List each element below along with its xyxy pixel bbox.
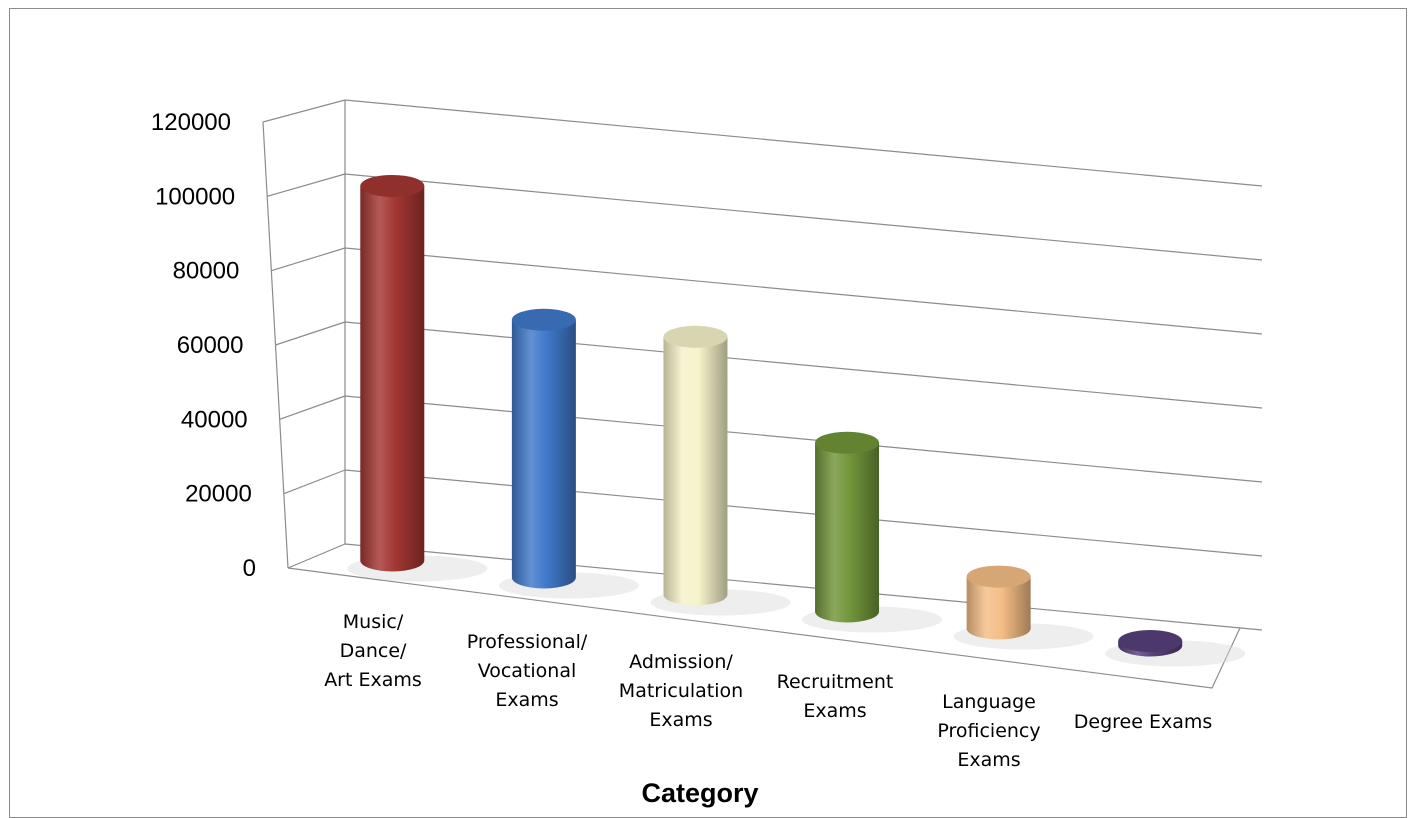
x-tick-label: Professional/Vocational Exams	[467, 631, 588, 711]
bars	[360, 174, 1183, 657]
back-gridline	[344, 321, 1263, 409]
bar	[815, 431, 880, 623]
x-tick-label: Degree Exams	[1074, 711, 1213, 733]
back-gridline	[344, 469, 1263, 557]
bar-body	[966, 576, 1031, 640]
bar-top	[663, 325, 728, 348]
back-gridline	[344, 99, 1263, 187]
x-tick-label: Recruitment Exams	[777, 671, 894, 722]
side-gridline	[275, 321, 346, 346]
bar	[663, 325, 728, 606]
bar-top	[1118, 630, 1183, 653]
side-gridline	[267, 173, 346, 197]
bar	[1118, 630, 1183, 657]
back-gridline	[344, 247, 1263, 335]
back-gridline	[344, 395, 1263, 483]
bar-body	[815, 442, 880, 623]
floor-edge	[287, 567, 1241, 689]
x-axis-title: Category	[641, 778, 758, 808]
bar	[511, 308, 576, 589]
y-tick-label: 0	[243, 555, 256, 582]
y-tick-label: 120000	[151, 109, 231, 136]
y-tick-label: 60000	[177, 332, 244, 359]
gridlines	[262, 99, 1263, 631]
bar	[360, 174, 425, 572]
side-gridline	[262, 99, 346, 123]
x-tick-label: Language Proficiency Exams	[937, 691, 1040, 771]
bar-top	[815, 431, 880, 454]
x-axis-labels: Music/Dance/Art Exams Professional/Vocati…	[324, 611, 1212, 771]
bar-body	[663, 336, 728, 606]
y-tick-label: 100000	[155, 183, 235, 210]
side-gridline	[283, 469, 346, 495]
side-gridline	[271, 247, 346, 272]
bar-top	[360, 174, 425, 197]
y-tick-label: 20000	[185, 481, 252, 508]
bar-body	[511, 319, 576, 589]
back-gridline	[344, 543, 1263, 631]
bar	[966, 565, 1031, 640]
chart-floor	[287, 555, 1246, 689]
bar-body	[360, 185, 425, 572]
y-tick-label: 80000	[173, 258, 240, 285]
chart-walls	[262, 100, 346, 569]
side-gridline	[279, 395, 346, 420]
bar-top	[511, 308, 576, 331]
side-gridline	[287, 543, 346, 569]
x-tick-label: Admission/Matriculation Exams	[619, 651, 743, 731]
y-tick-label: 40000	[181, 406, 248, 433]
back-gridline	[344, 173, 1263, 261]
bar-top	[966, 565, 1031, 588]
x-tick-label: Music/Dance/Art Exams	[324, 611, 422, 691]
y-axis-ticks: 0 20000 40000 60000 80000 100000 120000	[151, 109, 256, 582]
